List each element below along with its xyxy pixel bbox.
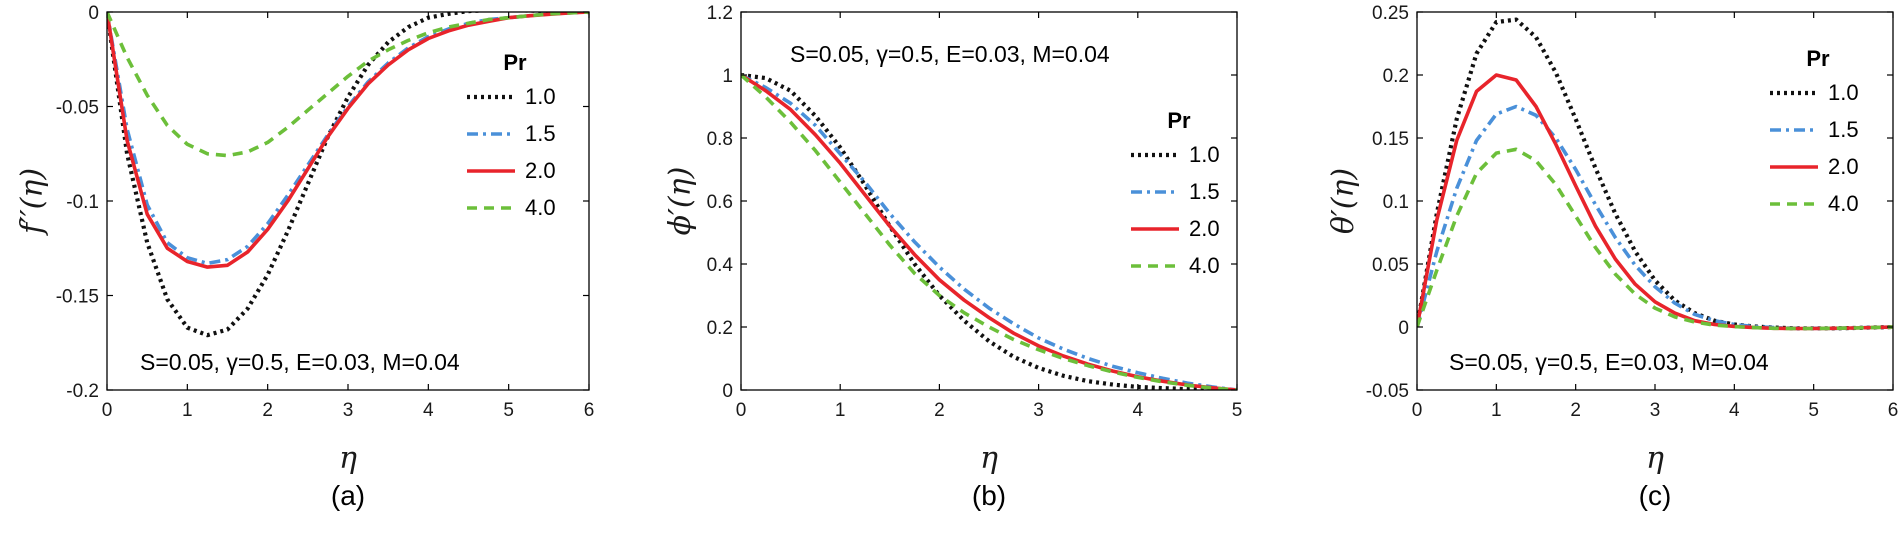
legend-label: 1.0: [1189, 142, 1220, 167]
x-tick-label: 4: [423, 400, 434, 421]
y-tick-label: -0.05: [1366, 381, 1409, 402]
legend-label: 1.5: [1189, 179, 1220, 204]
legend-label: 2.0: [1189, 216, 1220, 241]
legend-title: Pr: [1806, 46, 1830, 71]
y-tick-label: 0: [722, 381, 733, 402]
parameter-annotation: S=0.05, γ=0.5, E=0.03, M=0.04: [140, 349, 460, 375]
legend-label: 4.0: [1189, 253, 1220, 278]
x-axis-label: η: [1646, 441, 1664, 476]
x-tick-label: 0: [736, 400, 747, 421]
x-tick-label: 2: [262, 400, 273, 421]
x-tick-label: 5: [1232, 400, 1243, 421]
series-line-pr-4.0: [1417, 147, 1893, 331]
legend-label: 1.5: [525, 121, 556, 146]
legend-label: 2.0: [1828, 154, 1859, 179]
x-tick-label: 6: [1888, 400, 1899, 421]
panel-label: (b): [972, 480, 1006, 511]
series-line-pr-2.0: [741, 73, 1237, 390]
x-axis-label: η: [339, 441, 357, 476]
y-axis-label: θ′(η): [1326, 168, 1361, 234]
x-tick-label: 3: [343, 400, 354, 421]
x-tick-label: 3: [1033, 400, 1044, 421]
x-tick-label: 2: [934, 400, 945, 421]
legend-label: 1.0: [525, 84, 556, 109]
parameter-annotation: S=0.05, γ=0.5, E=0.03, M=0.04: [790, 41, 1110, 67]
y-tick-label: 0.2: [707, 318, 733, 339]
y-tick-label: -0.05: [56, 98, 99, 119]
y-tick-label: 0.8: [707, 129, 733, 150]
series-line-pr-1.5: [741, 73, 1237, 390]
legend: Pr 1.0 1.5 2.0 4.0: [1770, 46, 1859, 216]
y-tick-label: -0.1: [66, 192, 99, 213]
legend-label: 4.0: [525, 195, 556, 220]
legend-label: 4.0: [1828, 191, 1859, 216]
x-tick-label: 4: [1133, 400, 1144, 421]
panel-label: (c): [1639, 480, 1672, 511]
x-tick-label: 2: [1570, 400, 1581, 421]
x-tick-label: 1: [182, 400, 193, 421]
x-tick-label: 4: [1729, 400, 1740, 421]
x-axis-label: η: [980, 441, 998, 476]
y-tick-label: 0.6: [707, 192, 733, 213]
legend-label: 1.0: [1828, 80, 1859, 105]
chart-panel-3: 0 1 2 3 4 5 6-0.0500.050.10.150.20.25ηθ′(η)S=0…: [1326, 3, 1898, 511]
y-tick-label: 0.2: [1383, 66, 1409, 87]
legend-title: Pr: [1167, 108, 1191, 133]
series-line-pr-1.5: [1417, 104, 1893, 331]
legend-label: 1.5: [1828, 117, 1859, 142]
legend-title: Pr: [503, 50, 527, 75]
series-line-pr-4.0: [107, 12, 589, 158]
y-tick-label: 0.05: [1372, 255, 1409, 276]
series-line-pr-1.0: [741, 72, 1237, 390]
x-tick-label: 1: [1491, 400, 1502, 421]
y-tick-label: -0.2: [66, 381, 99, 402]
y-tick-label: 0.4: [707, 255, 734, 276]
parameter-annotation: S=0.05, γ=0.5, E=0.03, M=0.04: [1449, 349, 1769, 375]
legend: Pr 1.0 1.5 2.0 4.0: [1131, 108, 1220, 278]
y-tick-label: 0.25: [1372, 3, 1409, 24]
series-line-pr-4.0: [741, 73, 1237, 390]
legend: Pr 1.0 1.5 2.0 4.0: [467, 50, 556, 220]
y-tick-label: 0.1: [1383, 192, 1409, 213]
x-tick-label: 5: [1808, 400, 1819, 421]
y-tick-label: 0: [1398, 318, 1409, 339]
panel-label: (a): [331, 480, 365, 511]
x-tick-label: 0: [1412, 400, 1423, 421]
legend-label: 2.0: [525, 158, 556, 183]
y-tick-label: 1.2: [707, 3, 733, 24]
plot-frame: [740, 11, 1238, 391]
y-tick-label: 1: [722, 66, 733, 87]
series-line-pr-2.0: [1417, 73, 1893, 331]
y-tick-label: 0.15: [1372, 129, 1409, 150]
y-axis-label: ϕ′(η): [663, 167, 698, 236]
chart-panel-2: 0 1 2 3 4 5 0 0.2 0.4 0.6 0.8 1 1.2 η ϕ′(η) S=0.05, γ=0…: [663, 3, 1242, 511]
chart-panel-1: 0 1 2 3 4 5 6 -0.2 -0.15 -0.1 -0.05 0 η f′′(η) S=0.05,…: [15, 3, 594, 511]
x-tick-label: 6: [584, 400, 595, 421]
y-axis-label: f′′(η): [15, 168, 50, 236]
y-tick-label: -0.15: [56, 287, 99, 308]
series-line-pr-1.5: [107, 12, 589, 266]
x-tick-label: 0: [102, 400, 113, 421]
series-line-pr-1.0: [107, 12, 589, 338]
x-tick-label: 3: [1650, 400, 1661, 421]
y-tick-label: 0: [88, 3, 99, 24]
x-tick-label: 1: [835, 400, 846, 421]
x-tick-label: 5: [503, 400, 514, 421]
